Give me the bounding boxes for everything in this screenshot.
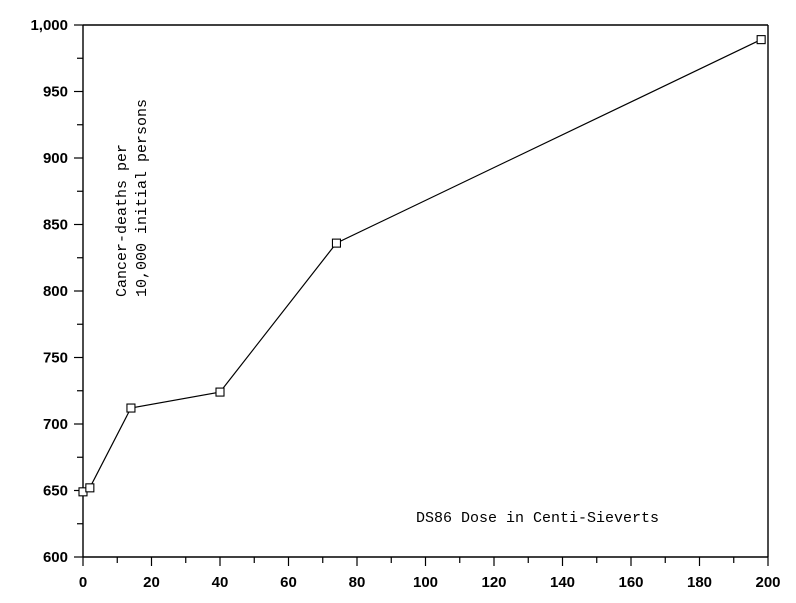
data-point-marker (126, 403, 136, 413)
x-tick-label: 160 (618, 574, 643, 591)
x-tick-label: 100 (413, 574, 438, 591)
y-axis-label-line-1: Cancer-deaths per (114, 144, 131, 297)
y-tick-label: 650 (43, 483, 68, 500)
y-tick-label: 1,000 (30, 17, 68, 34)
y-axis-ticks: 600 650 700 750 800 850 900 950 1,000 (30, 17, 83, 566)
y-tick-label: 800 (43, 283, 68, 300)
x-tick-label: 60 (280, 574, 297, 591)
x-tick-label: 120 (481, 574, 506, 591)
y-tick-label: 900 (43, 150, 68, 167)
data-point-marker (331, 238, 342, 248)
y-tick-label: 750 (43, 350, 68, 367)
x-tick-label: 20 (143, 574, 160, 591)
series-group (78, 35, 766, 497)
y-tick-label: 600 (43, 549, 68, 566)
x-axis-ticks: 0 20 40 60 80 100 120 140 160 180 200 (79, 557, 781, 591)
y-tick-label: 950 (43, 84, 68, 101)
plot-frame (82, 24, 769, 558)
x-tick-label: 80 (349, 574, 366, 591)
data-point-marker (756, 35, 766, 45)
x-tick-label: 140 (550, 574, 575, 591)
y-tick-label: 850 (43, 217, 68, 234)
y-axis-label-line-2: 10,000 initial persons (134, 99, 151, 297)
series-line (82, 39, 762, 493)
y-tick-label: 700 (43, 416, 68, 433)
y-axis-label: Cancer-deaths per 10,000 initial persons (114, 99, 151, 297)
x-tick-label: 180 (687, 574, 712, 591)
x-tick-label: 200 (755, 574, 780, 591)
data-point-marker (215, 387, 225, 397)
x-tick-label: 40 (212, 574, 229, 591)
x-tick-label: 0 (79, 574, 87, 591)
data-point-marker (85, 483, 95, 493)
x-axis-label: DS86 Dose in Centi-Sieverts (416, 510, 659, 527)
